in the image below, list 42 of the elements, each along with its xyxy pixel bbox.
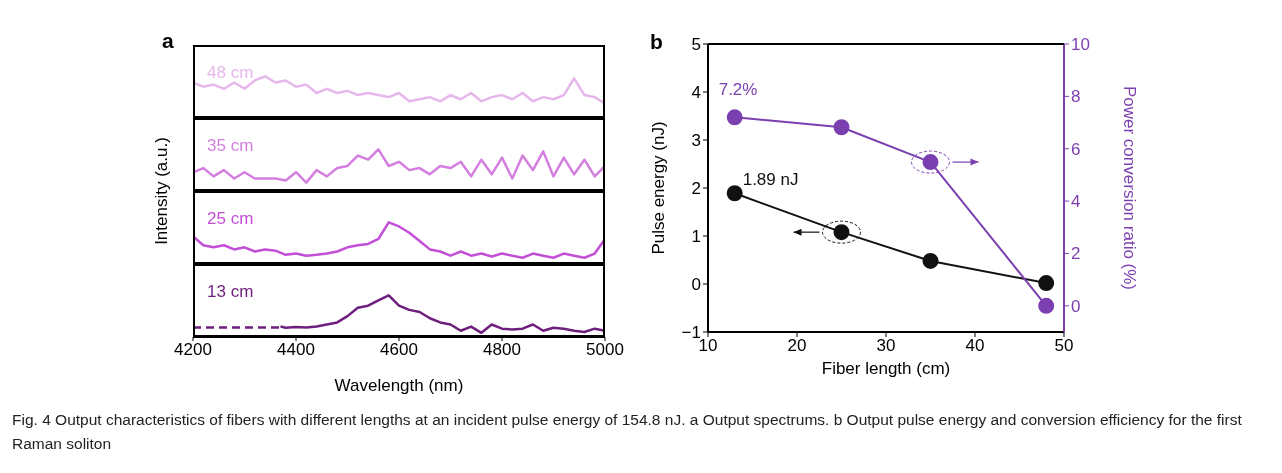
y-tick-label: −1: [681, 323, 701, 343]
y-tick-label: 3: [691, 131, 701, 151]
x-tick-label: 4800: [483, 340, 521, 360]
x-tick-label: 20: [787, 336, 807, 356]
x-tick-label: 40: [965, 336, 985, 356]
point: [1038, 275, 1055, 292]
x-tick-label: 50: [1054, 336, 1074, 356]
y-tick-label: 1: [691, 227, 701, 247]
point: [726, 185, 743, 202]
y-tick-label: 5: [691, 35, 701, 55]
series-label: 35 cm: [207, 136, 254, 156]
y2-tick-label: 4: [1071, 192, 1081, 212]
x-axis-title: Fiber length (cm): [821, 359, 951, 378]
point: [1038, 297, 1055, 314]
point: [726, 109, 743, 126]
x-tick-label: 4600: [380, 340, 418, 360]
y2-tick-label: 10: [1071, 35, 1090, 55]
point: [922, 252, 939, 269]
x-tick-label: 4400: [277, 340, 315, 360]
data-label: 1.89 nJ: [742, 170, 799, 190]
y-tick-label: 2: [691, 179, 701, 199]
y2-tick-label: 6: [1071, 139, 1081, 159]
y-axis-title: Pulse energy (nJ): [649, 121, 669, 255]
data-label: 7.2%: [718, 80, 758, 100]
x-tick-label: 30: [876, 336, 896, 356]
chart-title: a: [162, 29, 174, 53]
x-tick-label: 5000: [586, 340, 624, 360]
y2-tick-label: 0: [1071, 296, 1081, 316]
chart-title: b: [650, 30, 663, 54]
y2-tick-label: 2: [1071, 244, 1081, 264]
series-label: 48 cm: [207, 63, 254, 83]
point: [833, 119, 850, 136]
y-tick-label: 0: [691, 275, 701, 295]
series-label: 25 cm: [207, 209, 254, 229]
x-axis-title: Wavelength (nm): [334, 376, 464, 395]
y-tick-label: 4: [691, 83, 701, 103]
y2-tick-label: 8: [1071, 87, 1081, 107]
caption: Fig. 4 Output characteristics of fibers with different lengths at an incident pulse energy of 154.8 nJ. a Output spectrums. b Output pulse energy and conversion efficiency for the first Raman soliton: [12, 410, 1243, 454]
text: 13 cm: [207, 282, 254, 302]
y2-axis-title: Power conversion ratio (%): [1119, 85, 1139, 291]
x-tick-label: 4200: [174, 340, 212, 360]
y-axis-title: Intensity (a.u.): [152, 137, 172, 245]
